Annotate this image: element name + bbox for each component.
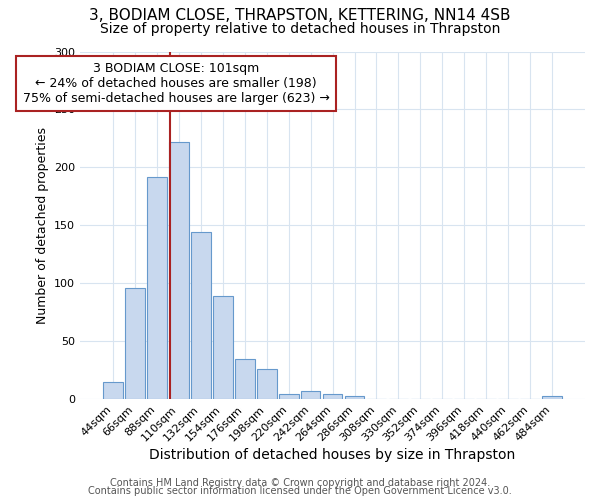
- X-axis label: Distribution of detached houses by size in Thrapston: Distribution of detached houses by size …: [149, 448, 515, 462]
- Bar: [344, 396, 364, 399]
- Text: 3, BODIAM CLOSE, THRAPSTON, KETTERING, NN14 4SB: 3, BODIAM CLOSE, THRAPSTON, KETTERING, N…: [89, 8, 511, 22]
- Text: Size of property relative to detached houses in Thrapston: Size of property relative to detached ho…: [100, 22, 500, 36]
- Bar: [542, 396, 562, 399]
- Bar: [235, 358, 254, 399]
- Bar: [125, 288, 145, 399]
- Bar: [279, 394, 299, 399]
- Bar: [169, 142, 188, 399]
- Bar: [103, 382, 123, 399]
- Y-axis label: Number of detached properties: Number of detached properties: [35, 127, 49, 324]
- Bar: [191, 232, 211, 399]
- Text: Contains HM Land Registry data © Crown copyright and database right 2024.: Contains HM Land Registry data © Crown c…: [110, 478, 490, 488]
- Bar: [301, 391, 320, 399]
- Text: Contains public sector information licensed under the Open Government Licence v3: Contains public sector information licen…: [88, 486, 512, 496]
- Bar: [213, 296, 233, 399]
- Text: 3 BODIAM CLOSE: 101sqm
← 24% of detached houses are smaller (198)
75% of semi-de: 3 BODIAM CLOSE: 101sqm ← 24% of detached…: [23, 62, 329, 105]
- Bar: [323, 394, 343, 399]
- Bar: [147, 176, 167, 399]
- Bar: [257, 369, 277, 399]
